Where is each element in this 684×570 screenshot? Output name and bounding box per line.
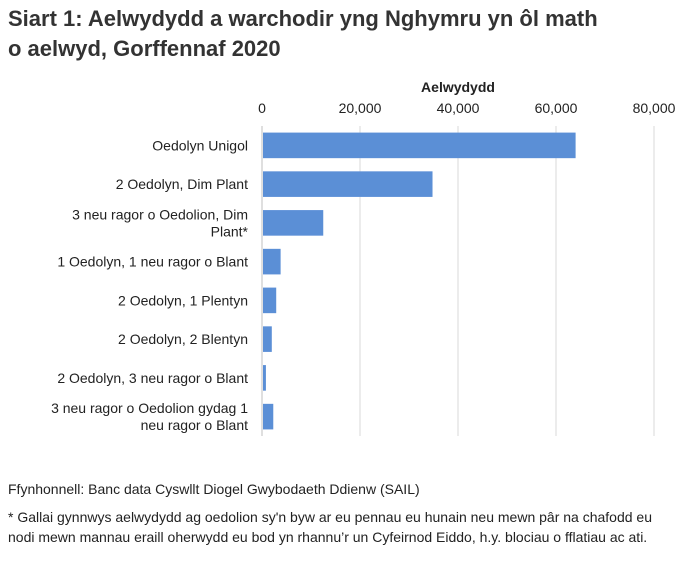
x-axis-title: Aelwydydd bbox=[421, 79, 495, 95]
category-label-line: 2 Oedolyn, Dim Plant bbox=[116, 176, 248, 192]
bar bbox=[263, 132, 576, 159]
bar bbox=[263, 287, 277, 314]
chart-title-line-1: Siart 1: Aelwydydd a warchodir yng Nghym… bbox=[8, 6, 598, 31]
category-label: Oedolyn Unigol bbox=[152, 137, 248, 153]
category-label: 2 Oedolyn, 2 Blentyn bbox=[118, 331, 248, 347]
category-label: 2 Oedolyn, Dim Plant bbox=[116, 176, 248, 192]
category-label: 1 Oedolyn, 1 neu ragor o Blant bbox=[57, 254, 248, 270]
category-label-line: Plant* bbox=[211, 223, 249, 239]
x-tick-label: 20,000 bbox=[339, 100, 382, 116]
bar-chart: Aelwydydd 0 20,000 40,000 60,000 80,000 Oedoly… bbox=[51, 79, 676, 436]
category-label-line: 3 neu ragor o Oedolion, Dim bbox=[72, 206, 248, 222]
x-tick-label: 60,000 bbox=[535, 100, 578, 116]
bar bbox=[263, 210, 324, 236]
bar bbox=[263, 365, 266, 391]
category-label: 2 Oedolyn, 1 Plentyn bbox=[118, 292, 248, 308]
x-tick-label: 80,000 bbox=[633, 100, 676, 116]
category-label-line: 2 Oedolyn, 2 Blentyn bbox=[118, 331, 248, 347]
category-label: 2 Oedolyn, 3 neu ragor o Blant bbox=[57, 370, 248, 386]
bar bbox=[263, 326, 272, 352]
chart-title: Siart 1: Aelwydydd a warchodir yng Nghym… bbox=[8, 4, 678, 64]
category-label: 3 neu ragor o Oedolion, Dim Plant* bbox=[72, 206, 248, 239]
x-tick-label: 40,000 bbox=[437, 100, 480, 116]
bar bbox=[263, 403, 274, 430]
category-label-line: Oedolyn Unigol bbox=[152, 137, 248, 153]
footnote: * Gallai gynnwys aelwydydd ag oedolion s… bbox=[8, 509, 652, 545]
source-note: Ffynhonnell: Banc data Cyswllt Diogel Gw… bbox=[8, 481, 420, 497]
category-label-line: 3 neu ragor o Oedolion gydag 1 bbox=[51, 400, 248, 416]
bar bbox=[263, 248, 281, 275]
bar bbox=[263, 171, 433, 197]
category-label-line: neu ragor o Blant bbox=[141, 417, 249, 433]
chart-title-line-2: o aelwyd, Gorffennaf 2020 bbox=[8, 36, 281, 61]
category-label-line: 1 Oedolyn, 1 neu ragor o Blant bbox=[57, 254, 248, 270]
category-label-line: 2 Oedolyn, 1 Plentyn bbox=[118, 292, 248, 308]
x-tick-label: 0 bbox=[258, 100, 266, 116]
category-label: 3 neu ragor o Oedolion gydag 1 neu ragor … bbox=[51, 400, 248, 433]
category-label-line: 2 Oedolyn, 3 neu ragor o Blant bbox=[57, 370, 248, 386]
